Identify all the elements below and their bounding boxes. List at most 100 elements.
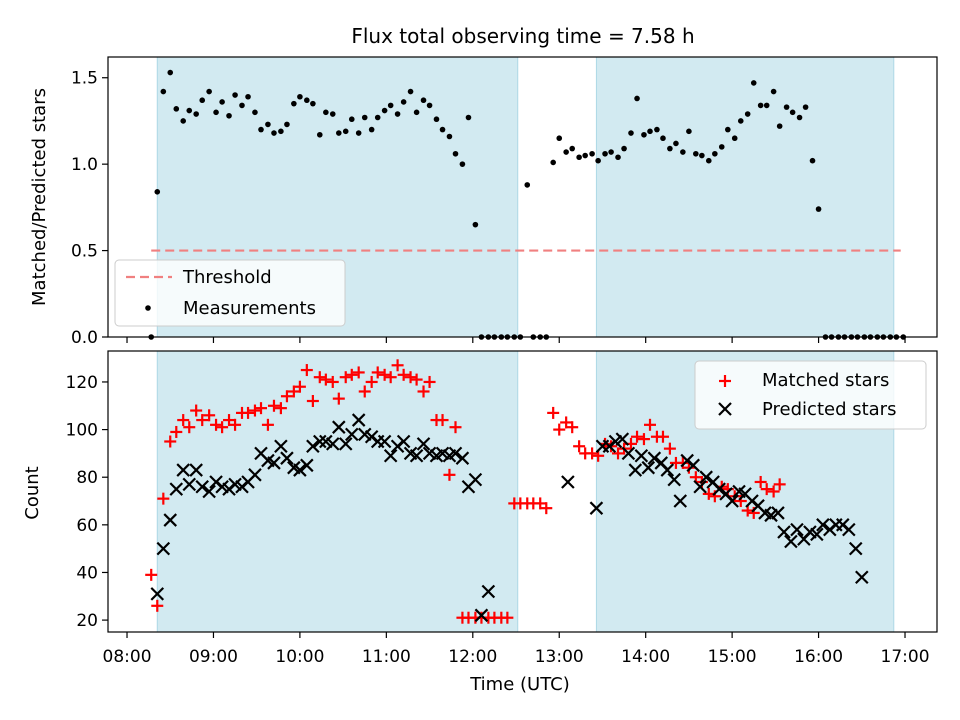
measurement-point — [693, 150, 699, 157]
measurement-point — [239, 102, 245, 109]
matched-star-point — [203, 409, 216, 422]
bottom-y-tick-label: 20 — [76, 611, 98, 631]
top-y-axis-label: Matched/Predicted stars — [29, 88, 50, 306]
matched-star-point — [773, 478, 786, 491]
matched-star-point — [332, 392, 345, 405]
measurement-point — [712, 150, 718, 157]
matched-star-point — [293, 380, 306, 393]
measurement-point — [673, 140, 679, 147]
predicted-star-point — [169, 482, 184, 496]
matched-star-point — [157, 492, 170, 505]
predicted-star-point — [725, 494, 739, 508]
predicted-star-point — [699, 470, 713, 484]
predicted-star-point — [855, 570, 869, 585]
matched-star-point — [255, 402, 268, 415]
measurement-point — [465, 114, 472, 121]
measurement-point — [186, 107, 193, 114]
predicted-star-point — [842, 522, 856, 537]
predicted-star-point — [325, 437, 340, 451]
predicted-star-point — [156, 541, 171, 556]
matched-star-point — [436, 414, 449, 427]
legend-matched-swatch — [719, 375, 731, 387]
measurement-point — [407, 88, 414, 95]
matched-star-point — [754, 475, 767, 488]
measurement-point — [809, 157, 816, 164]
measurement-point — [634, 95, 640, 102]
top-y-tick-label: 0.0 — [71, 328, 98, 348]
measurement-point — [193, 111, 199, 117]
measurement-point — [757, 102, 764, 109]
predicted-star-point — [416, 437, 431, 451]
predicted-star-point — [790, 522, 804, 537]
measurement-point — [381, 107, 388, 114]
measurement-point — [815, 206, 822, 212]
legend-predicted-swatch — [718, 402, 732, 416]
matched-star-point — [210, 418, 223, 431]
measurement-point — [524, 182, 531, 188]
matched-star-point — [404, 371, 417, 384]
measurement-point — [265, 121, 271, 128]
x-axis: 08:00 09:00 10:00 11:00 12:00 13:00 14:00 15:00… — [103, 632, 930, 667]
matched-star-point — [644, 418, 657, 431]
measurement-point — [628, 130, 634, 136]
predicted-star-point — [293, 463, 307, 477]
predicted-stars-series — [150, 413, 869, 623]
matched-star-point — [164, 435, 177, 448]
predicted-star-point — [673, 494, 688, 508]
measurement-point — [750, 80, 757, 86]
measurement-point — [180, 118, 187, 124]
measurement-point — [342, 128, 349, 135]
matched-star-point — [553, 423, 566, 436]
measurement-point — [744, 111, 751, 117]
matched-star-point — [573, 440, 586, 453]
legend-threshold-label: Threshold — [182, 267, 272, 288]
matched-star-point — [534, 497, 547, 510]
predicted-star-point — [693, 479, 707, 494]
measurement-point — [446, 133, 453, 140]
predicted-star-point — [267, 456, 281, 470]
legend-matched-label: Matched stars — [762, 370, 889, 391]
predicted-star-point — [377, 434, 392, 449]
measurement-point — [595, 157, 601, 164]
predicted-star-point — [784, 534, 798, 549]
measurement-point — [647, 128, 653, 135]
x-tick-label: 13:00 — [535, 647, 584, 667]
measurement-point — [400, 99, 407, 105]
matched-star-point — [190, 404, 203, 417]
top-x-ticks — [126, 337, 906, 343]
matched-star-point — [352, 366, 365, 379]
matched-star-point — [501, 611, 514, 624]
measurement-point — [680, 149, 686, 155]
measurement-point — [582, 152, 588, 159]
measurement-point — [602, 150, 608, 157]
chart-title: Flux total observing time = 7.58 h — [351, 24, 694, 48]
measurement-point — [154, 189, 161, 195]
top-panel: 0.0 0.5 1.0 1.5 Matched/Predicted stars Thr… — [29, 56, 938, 348]
top-y-tick-label: 0.5 — [71, 242, 98, 262]
measurement-point — [258, 126, 264, 133]
matched-star-point — [177, 414, 190, 427]
predicted-star-point — [163, 513, 178, 527]
measurement-point — [608, 149, 614, 155]
predicted-star-point — [816, 518, 830, 532]
matched-star-point — [637, 433, 650, 446]
matched-star-point — [365, 375, 378, 388]
measurement-point — [252, 109, 258, 116]
predicted-star-point — [176, 463, 190, 477]
measurement-point — [699, 152, 705, 159]
measurement-point — [686, 128, 692, 135]
bottom-y-axis: 20 40 60 80 100 120 — [66, 373, 108, 631]
matched-star-point — [183, 421, 196, 434]
bottom-y-tick-label: 120 — [66, 373, 98, 393]
predicted-star-point — [189, 463, 203, 477]
measurement-point — [667, 145, 673, 152]
predicted-star-point — [712, 482, 726, 496]
predicted-star-point — [274, 439, 288, 454]
legend-measurements-swatch — [145, 305, 151, 311]
predicted-star-point — [409, 449, 424, 463]
predicted-star-point — [777, 525, 791, 539]
predicted-star-point — [621, 446, 636, 461]
measurement-point — [731, 135, 738, 142]
top-plot-frame — [107, 56, 938, 338]
measurement-point — [550, 159, 556, 166]
